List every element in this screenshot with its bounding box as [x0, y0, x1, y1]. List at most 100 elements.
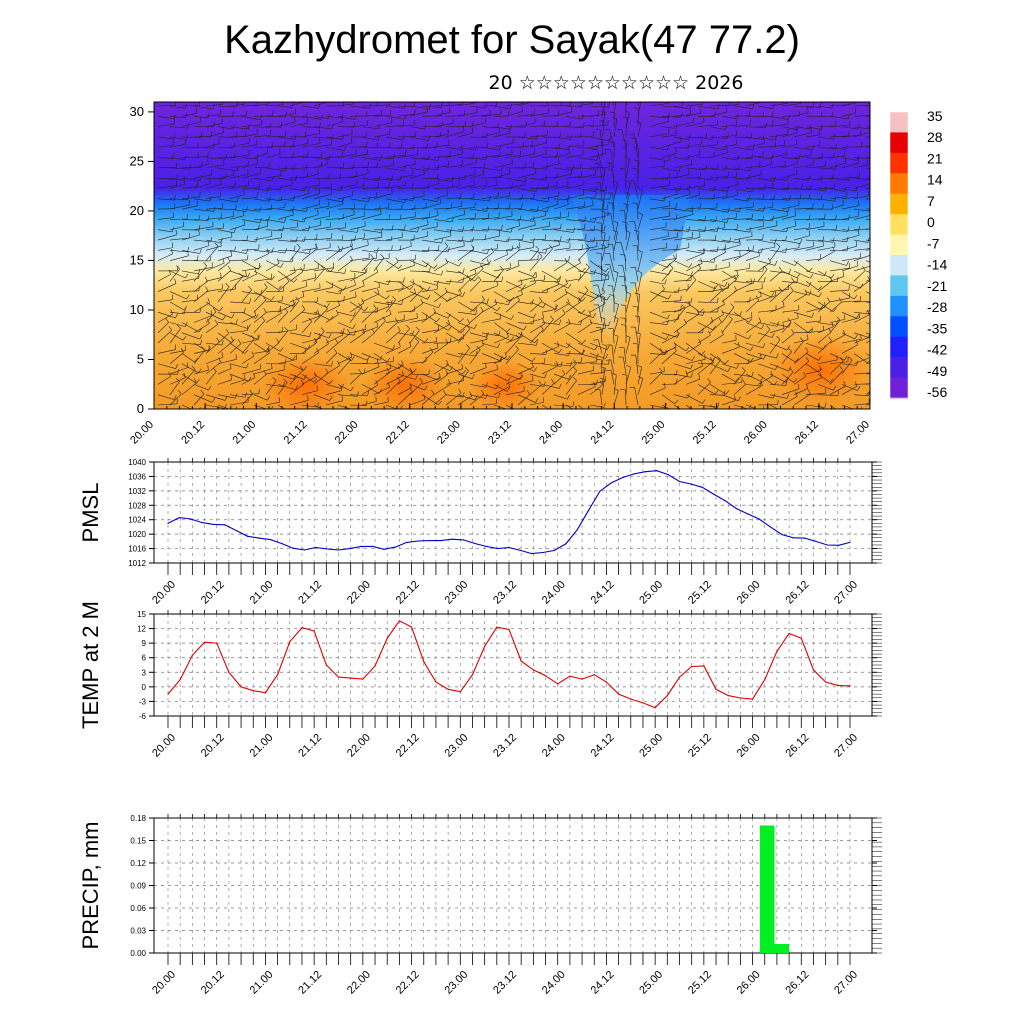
wind-barb — [409, 173, 425, 179]
wind-barb-flag — [753, 278, 755, 284]
wind-barb — [481, 332, 499, 337]
wind-barb — [589, 239, 609, 242]
wind-barb — [181, 136, 201, 139]
wind-barb-flag — [673, 346, 677, 351]
wind-barb — [733, 146, 753, 151]
wind-barb — [385, 185, 406, 189]
wind-barb — [649, 215, 670, 220]
wind-barb — [241, 339, 259, 344]
wind-barb — [385, 299, 397, 313]
data-point — [497, 547, 499, 550]
wind-barb — [781, 290, 794, 303]
wind-barb-flag — [200, 390, 205, 395]
wind-barb — [433, 394, 447, 406]
wind-barb-flag — [600, 316, 606, 320]
wind-barb — [241, 332, 258, 340]
data-point — [812, 669, 815, 671]
wind-barb-flag — [763, 277, 766, 283]
wind-barb-flag — [438, 400, 442, 406]
wind-barb — [769, 177, 788, 181]
wind-barb — [337, 332, 355, 336]
wind-barb — [361, 166, 378, 169]
wind-barb — [481, 184, 498, 189]
wind-barb — [445, 280, 463, 283]
wind-barb-flag — [213, 143, 215, 149]
wind-barb — [553, 313, 566, 323]
wind-barb-flag — [404, 197, 407, 203]
wind-barb-flag — [268, 185, 271, 191]
wind-barb-flag — [854, 334, 858, 340]
wind-barb-flag — [637, 97, 642, 99]
wind-barb — [325, 314, 339, 323]
wind-barb — [841, 162, 859, 169]
wind-barb-flag — [427, 294, 431, 300]
wind-barb — [685, 143, 702, 148]
wind-barb-flag — [183, 308, 186, 314]
wind-barb-flag — [747, 246, 751, 252]
wind-barb — [649, 371, 663, 385]
wind-barb-flag — [293, 301, 296, 307]
wind-barb — [553, 281, 569, 289]
wind-barb — [337, 245, 353, 251]
wind-barb-flag — [867, 333, 870, 338]
wind-barb-flag — [871, 309, 872, 314]
wind-barb — [781, 162, 798, 169]
wind-barb-flag — [787, 318, 792, 323]
wind-barb — [601, 246, 606, 261]
wind-barb-flag — [247, 272, 251, 278]
wind-barb — [241, 248, 259, 251]
wind-barb — [361, 362, 378, 365]
wind-barb — [505, 239, 523, 241]
wind-barb-flag — [777, 399, 779, 405]
wind-barb — [529, 291, 548, 294]
wind-barb-flag — [501, 165, 504, 171]
wind-barb-flag — [386, 368, 390, 373]
wind-barb-flag — [796, 273, 801, 279]
x-tick-label: 22.12 — [394, 732, 422, 760]
x-tick-label: 21.00 — [248, 969, 276, 997]
wind-barb — [169, 250, 188, 253]
wind-barb — [529, 198, 548, 203]
wind-barb — [841, 245, 857, 251]
wind-barb-flag — [752, 245, 754, 251]
wind-barb — [193, 281, 208, 292]
wind-barb — [313, 157, 330, 160]
wind-barb-flag — [593, 381, 596, 387]
wind-barb — [265, 154, 281, 158]
wind-barb — [157, 322, 169, 334]
wind-barb-flag — [716, 246, 719, 252]
wind-barb — [493, 322, 507, 333]
wind-barb — [781, 215, 796, 220]
wind-barb-flag — [199, 407, 201, 409]
wind-barb-flag — [776, 321, 780, 327]
wind-barb — [385, 125, 404, 127]
wind-barb — [337, 208, 355, 210]
wind-barb-flag — [409, 285, 414, 290]
wind-barb — [493, 311, 512, 320]
wind-barb — [277, 353, 293, 361]
wind-barb-flag — [568, 144, 571, 150]
wind-barb — [517, 122, 536, 127]
wind-barb — [193, 174, 212, 179]
wind-barb-flag — [701, 360, 704, 366]
wind-barb — [253, 352, 270, 365]
wind-barb-flag — [608, 102, 610, 108]
wind-barb-flag — [685, 370, 689, 376]
wind-barb — [253, 320, 266, 334]
wind-barb — [373, 186, 390, 189]
wind-barb-flag — [222, 127, 224, 133]
wind-barb — [253, 166, 270, 169]
wind-barb — [229, 126, 249, 130]
wind-barb-flag — [353, 311, 356, 317]
wind-barb — [397, 154, 418, 158]
wind-barb-flag — [236, 102, 238, 108]
wind-barb — [457, 162, 477, 169]
wind-barb-flag — [230, 374, 233, 380]
wind-barb-flag — [714, 111, 716, 117]
wind-barb — [541, 342, 559, 354]
wind-barb — [625, 293, 632, 313]
wind-barb — [721, 319, 733, 334]
wind-barb — [769, 154, 787, 158]
wind-barb-flag — [247, 324, 251, 329]
wind-barb-flag — [533, 313, 537, 319]
